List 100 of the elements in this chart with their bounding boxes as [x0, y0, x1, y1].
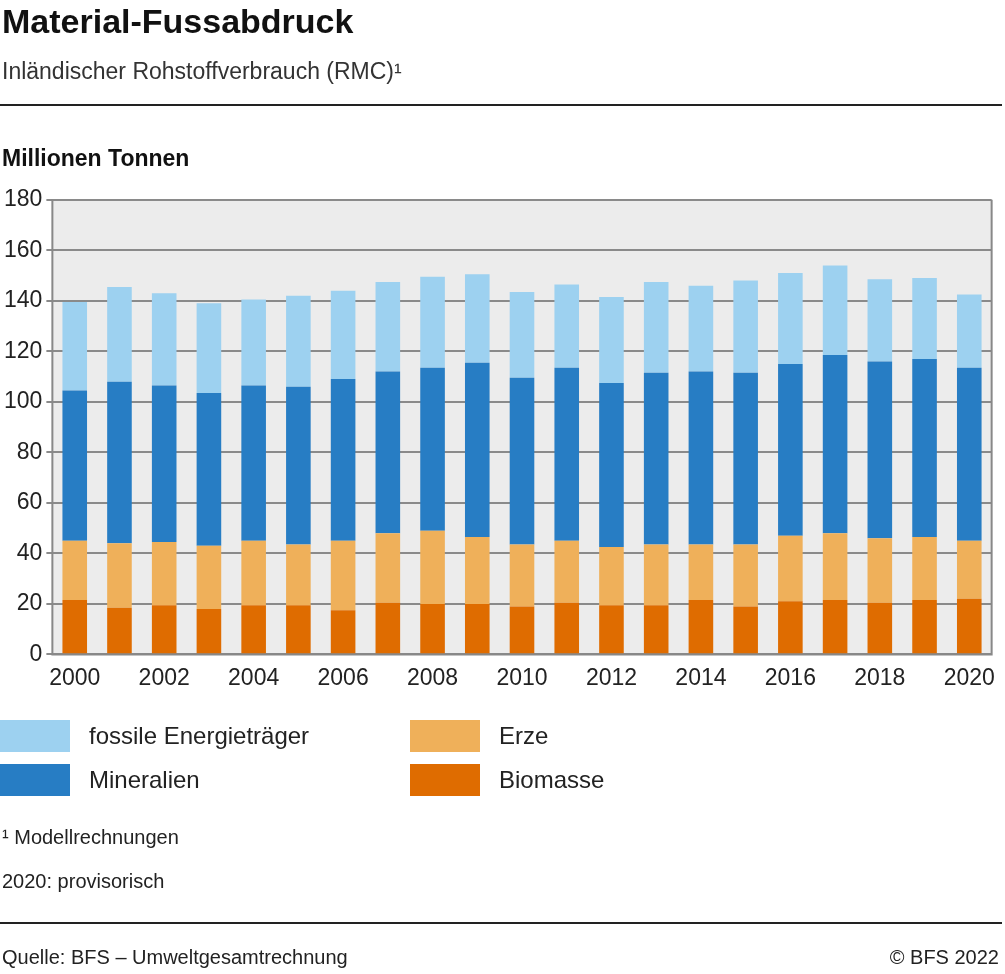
bar	[599, 547, 624, 606]
bar	[509, 291, 535, 378]
x-tick-label: 2000	[49, 663, 101, 690]
bar	[375, 602, 401, 654]
bar	[688, 371, 714, 545]
bar	[822, 355, 848, 534]
text: 2020: provisorisch	[2, 870, 165, 893]
bar	[62, 302, 88, 391]
bar	[196, 545, 222, 609]
bar	[643, 281, 669, 373]
bar	[688, 544, 714, 601]
bar	[778, 535, 803, 602]
text: © BFS 2022	[889, 946, 999, 969]
x-tick-label: 2002	[138, 663, 190, 690]
bar	[867, 279, 893, 362]
bar	[375, 281, 401, 372]
bar	[733, 280, 758, 373]
bar	[599, 297, 624, 383]
chart-subtitle: Inländischer Rohstoffverbrauch (RMC)¹	[2, 58, 402, 85]
bar	[286, 605, 311, 654]
bar	[62, 390, 88, 541]
bar	[151, 293, 177, 386]
x-tick-label: 2004	[228, 663, 280, 690]
bar	[643, 372, 669, 545]
legend-label: Biomasse	[499, 766, 605, 794]
y-tick-label: 120	[4, 336, 43, 363]
x-tick-label: 2018	[854, 663, 906, 690]
bar	[151, 385, 177, 543]
bar	[822, 533, 848, 601]
bar	[375, 371, 401, 534]
bar	[643, 605, 669, 654]
bar	[956, 294, 982, 368]
bar	[688, 285, 714, 372]
bar	[196, 608, 222, 654]
x-tick-label: 2010	[496, 663, 548, 690]
bar	[464, 274, 490, 363]
bar	[912, 600, 937, 654]
bar	[62, 540, 88, 601]
bar	[867, 361, 893, 539]
bar	[375, 533, 401, 603]
bar	[464, 362, 490, 537]
bar	[107, 286, 132, 382]
x-tick-label: 2012	[585, 663, 638, 690]
y-tick-label: 40	[16, 538, 43, 565]
bar	[956, 367, 982, 541]
y-axis-title: Millionen Tonnen	[2, 145, 190, 172]
bar	[420, 367, 445, 531]
bar	[554, 367, 580, 541]
bar	[420, 276, 445, 368]
bar	[867, 538, 893, 603]
bar	[464, 603, 490, 654]
y-tick-label: 160	[4, 235, 43, 262]
bar	[330, 540, 356, 611]
legend-label: Mineralien	[89, 766, 200, 794]
x-tick-label: 2014	[675, 663, 727, 690]
bar	[151, 605, 177, 654]
y-tick-label: 100	[4, 387, 43, 414]
bar	[107, 607, 132, 654]
bar	[151, 542, 177, 606]
bar	[822, 600, 848, 654]
chart-title: Material-Fussabdruck	[2, 2, 354, 41]
bar	[509, 544, 535, 607]
bar	[464, 536, 490, 604]
bar	[733, 544, 758, 607]
bar	[241, 540, 266, 606]
bar	[867, 602, 893, 654]
bar	[822, 265, 848, 356]
bar	[778, 273, 803, 364]
x-tick-label: 2008	[406, 663, 459, 690]
bar	[107, 381, 132, 544]
legend-label: fossile Energieträger	[89, 722, 310, 750]
y-tick-label: 60	[16, 488, 43, 515]
y-tick-label: 140	[4, 286, 43, 313]
bar	[330, 610, 356, 654]
bar	[778, 363, 803, 536]
bar	[599, 382, 624, 548]
bar	[330, 379, 356, 541]
legend-label: Erze	[499, 722, 549, 750]
bar	[688, 600, 714, 654]
bar	[956, 540, 982, 599]
source-note: Quelle: BFS – Umweltgesamtrechnung	[2, 946, 348, 969]
y-tick-label: 80	[16, 437, 43, 464]
bar	[420, 603, 445, 654]
bar	[509, 606, 535, 654]
bar	[554, 602, 580, 654]
bar	[420, 530, 445, 604]
bar	[286, 295, 311, 387]
bar	[286, 544, 311, 606]
bar	[956, 598, 982, 654]
y-tick-label: 180	[4, 185, 43, 212]
x-tick-label: 2016	[764, 663, 816, 690]
y-tick-label: 20	[16, 589, 43, 616]
bar	[241, 299, 266, 386]
x-tick-label: 2020	[943, 663, 995, 690]
y-tick-label: 0	[29, 639, 43, 666]
bar	[330, 290, 356, 380]
bar	[912, 536, 937, 601]
bar	[62, 600, 88, 654]
bar	[196, 303, 222, 394]
bar	[912, 278, 937, 359]
